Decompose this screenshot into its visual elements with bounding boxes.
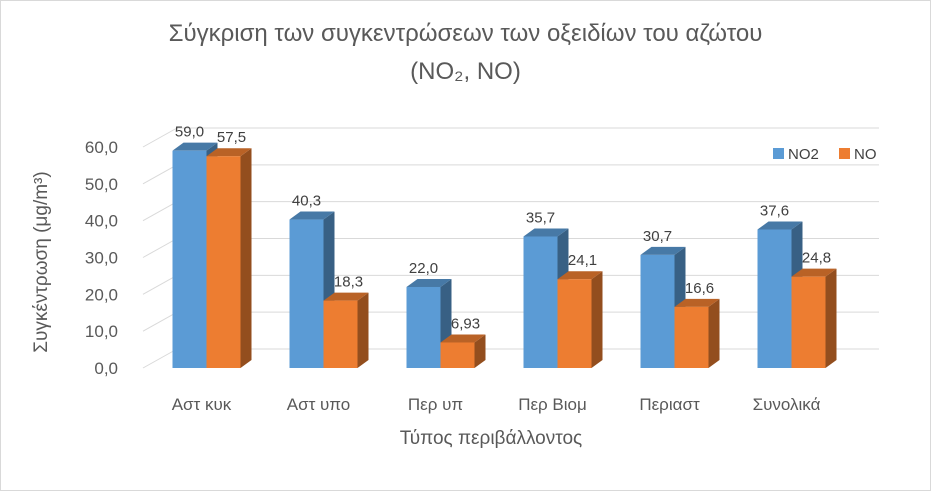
y-tick-label: 10,0 (85, 322, 118, 341)
data-label: 18,3 (334, 274, 363, 291)
data-label: 57,5 (217, 129, 246, 146)
gridline-diagonal (142, 348, 178, 369)
x-tick-label: Συνολικά (753, 395, 821, 414)
bar-top (640, 246, 686, 255)
data-label: 6,93 (451, 315, 480, 332)
y-tick-label: 50,0 (85, 175, 118, 194)
bar-top (791, 268, 837, 277)
bar-top (289, 211, 335, 220)
gridline-diagonal (142, 201, 178, 222)
chart-subtitle: (NO₂, NO) (410, 58, 521, 85)
bar-side (357, 292, 369, 368)
bar-side (240, 148, 252, 368)
x-tick-label: Περ υπ (408, 395, 463, 414)
legend-label: NO (854, 146, 877, 163)
bar-side (591, 271, 603, 368)
x-tick-label: Αστ κυκ (172, 395, 232, 414)
legend-label: NO2 (788, 146, 819, 163)
legend: NO2 NO (773, 146, 877, 163)
bar-top (406, 278, 452, 287)
data-label: 22,0 (409, 260, 438, 277)
bar-top (557, 271, 603, 280)
legend-swatch (773, 148, 784, 159)
bar-top (523, 228, 569, 237)
data-label: 30,7 (643, 228, 672, 245)
bar-no (674, 306, 709, 368)
y-tick-label: 40,0 (85, 212, 118, 231)
bar-no (323, 300, 358, 368)
gridline-diagonal (142, 274, 178, 295)
data-label: 35,7 (526, 210, 555, 227)
data-label: 59,0 (175, 124, 204, 141)
data-label: 24,8 (802, 250, 831, 267)
y-tick-label: 20,0 (85, 285, 118, 304)
legend-swatch (839, 148, 850, 159)
bar-no2 (523, 236, 558, 368)
bar-no2 (757, 229, 792, 368)
bar-side (708, 298, 720, 368)
chart-title: Σύγκριση των συγκεντρώσεων των οξειδίων … (168, 20, 763, 47)
bar-no2 (172, 150, 207, 368)
data-label: 24,1 (568, 252, 597, 269)
x-tick-label: Περ Βιομ (518, 395, 587, 414)
bar-layer (172, 142, 837, 368)
gridline-diagonal (142, 127, 178, 148)
bar-no2 (640, 254, 675, 368)
label-layer: 0,0 10,0 20,0 30,0 40,0 50,0 60,0 59,0 57,5 Αστ κ… (85, 124, 831, 414)
bar-no (206, 156, 241, 368)
x-tick-label: Αστ υπο (287, 395, 351, 414)
y-axis-title: Συγκέντρωση (μg/m³) (31, 171, 52, 352)
bar-no2 (406, 286, 441, 368)
y-tick-label: 60,0 (85, 138, 118, 157)
bar-no2 (289, 219, 324, 368)
y-tick-label: 0,0 (94, 359, 118, 378)
bar-no (557, 279, 592, 368)
gridline-diagonal (142, 238, 178, 258)
data-label: 16,6 (685, 280, 714, 297)
bar-side (825, 268, 837, 368)
bar-top (440, 334, 486, 343)
bar-top (172, 142, 218, 151)
data-label: 40,3 (292, 193, 321, 210)
x-tick-label: Περιαστ (639, 395, 700, 414)
bar-side (474, 334, 486, 368)
bar-top (757, 221, 803, 230)
data-label: 37,6 (760, 203, 789, 220)
bar-top (206, 148, 252, 157)
bar-no (791, 276, 826, 368)
bar-no (440, 342, 475, 368)
bar-top (323, 292, 369, 301)
y-tick-label: 30,0 (85, 249, 118, 268)
gridline-diagonal (142, 164, 178, 185)
bar-top (674, 298, 720, 307)
gridline-diagonal (142, 311, 178, 332)
x-axis-title: Τύπος περιβάλλοντος (400, 428, 582, 449)
